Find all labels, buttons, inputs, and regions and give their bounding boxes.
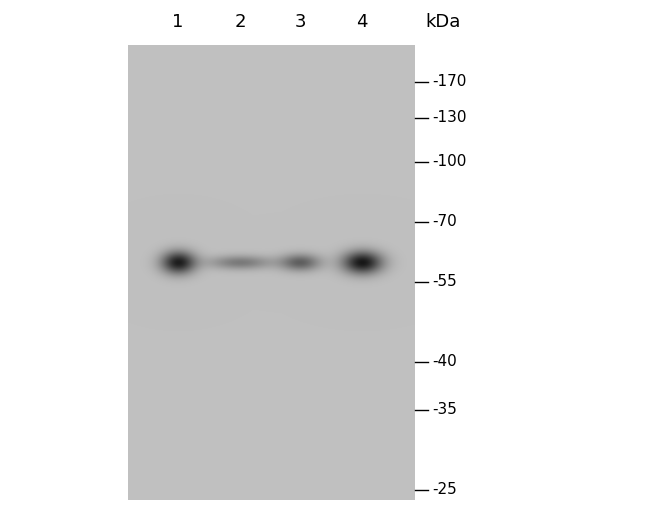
Text: -170: -170 bbox=[432, 74, 467, 89]
Text: 1: 1 bbox=[172, 13, 184, 31]
Text: kDa: kDa bbox=[425, 13, 460, 31]
Text: -100: -100 bbox=[432, 154, 467, 170]
Text: 2: 2 bbox=[234, 13, 246, 31]
Text: -40: -40 bbox=[432, 355, 457, 370]
Text: -35: -35 bbox=[432, 402, 457, 418]
Text: -25: -25 bbox=[432, 483, 457, 498]
Text: -130: -130 bbox=[432, 110, 467, 125]
Text: -70: -70 bbox=[432, 214, 457, 229]
Text: 3: 3 bbox=[294, 13, 305, 31]
Bar bbox=[128, 45, 415, 500]
Text: 4: 4 bbox=[356, 13, 368, 31]
Text: -55: -55 bbox=[432, 275, 457, 290]
